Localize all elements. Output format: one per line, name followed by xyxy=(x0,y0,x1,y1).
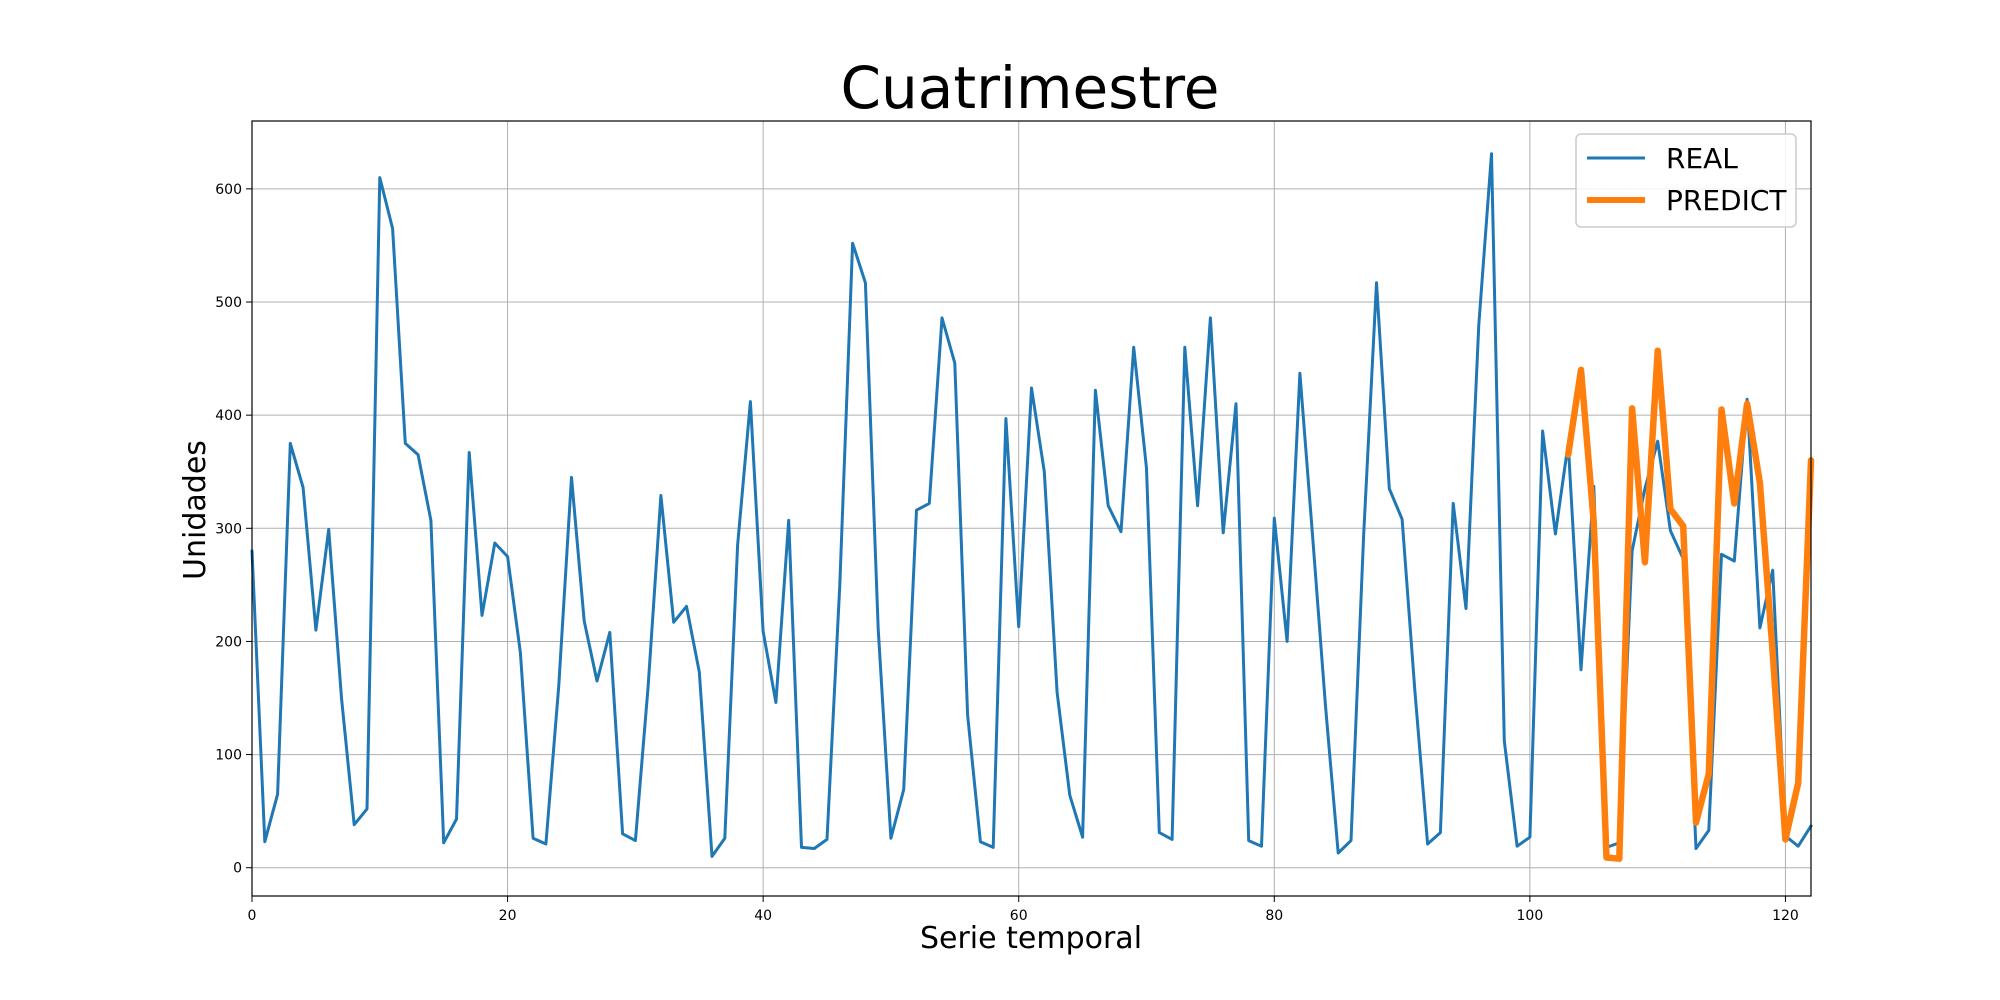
y-tick-label: 200 xyxy=(215,634,242,650)
x-tick-label: 40 xyxy=(754,908,772,924)
y-axis-label: Unidades xyxy=(178,440,213,580)
y-tick-label: 100 xyxy=(215,748,242,764)
x-tick-label: 20 xyxy=(499,908,517,924)
y-tick-label: 0 xyxy=(233,861,242,877)
chart-title: Cuatrimestre xyxy=(841,54,1220,122)
series-line-predict xyxy=(1564,347,1815,862)
y-tick-label: 500 xyxy=(215,295,242,311)
axis-ticks: 0 20 40 60 80 100 120 0 100 200 300 400 500 600 xyxy=(215,182,1799,924)
plot-series xyxy=(250,152,1815,862)
y-tick-label: 300 xyxy=(215,521,242,537)
x-tick-label: 80 xyxy=(1265,908,1283,924)
plot-frame xyxy=(251,120,1812,897)
x-tick-label: 100 xyxy=(1517,908,1544,924)
x-tick-label: 120 xyxy=(1772,908,1799,924)
x-axis-label: Serie temporal xyxy=(920,921,1142,956)
legend: REAL PREDICT xyxy=(1575,133,1797,228)
x-tick-label: 60 xyxy=(1010,908,1028,924)
grid-lines xyxy=(251,121,1811,896)
y-tick-label: 400 xyxy=(215,408,242,424)
legend-label-real: REAL xyxy=(1666,142,1738,175)
series-line-real xyxy=(250,152,1813,858)
x-tick-label: 0 xyxy=(248,908,257,924)
y-tick-label: 600 xyxy=(215,182,242,198)
legend-label-predict: PREDICT xyxy=(1666,184,1787,217)
